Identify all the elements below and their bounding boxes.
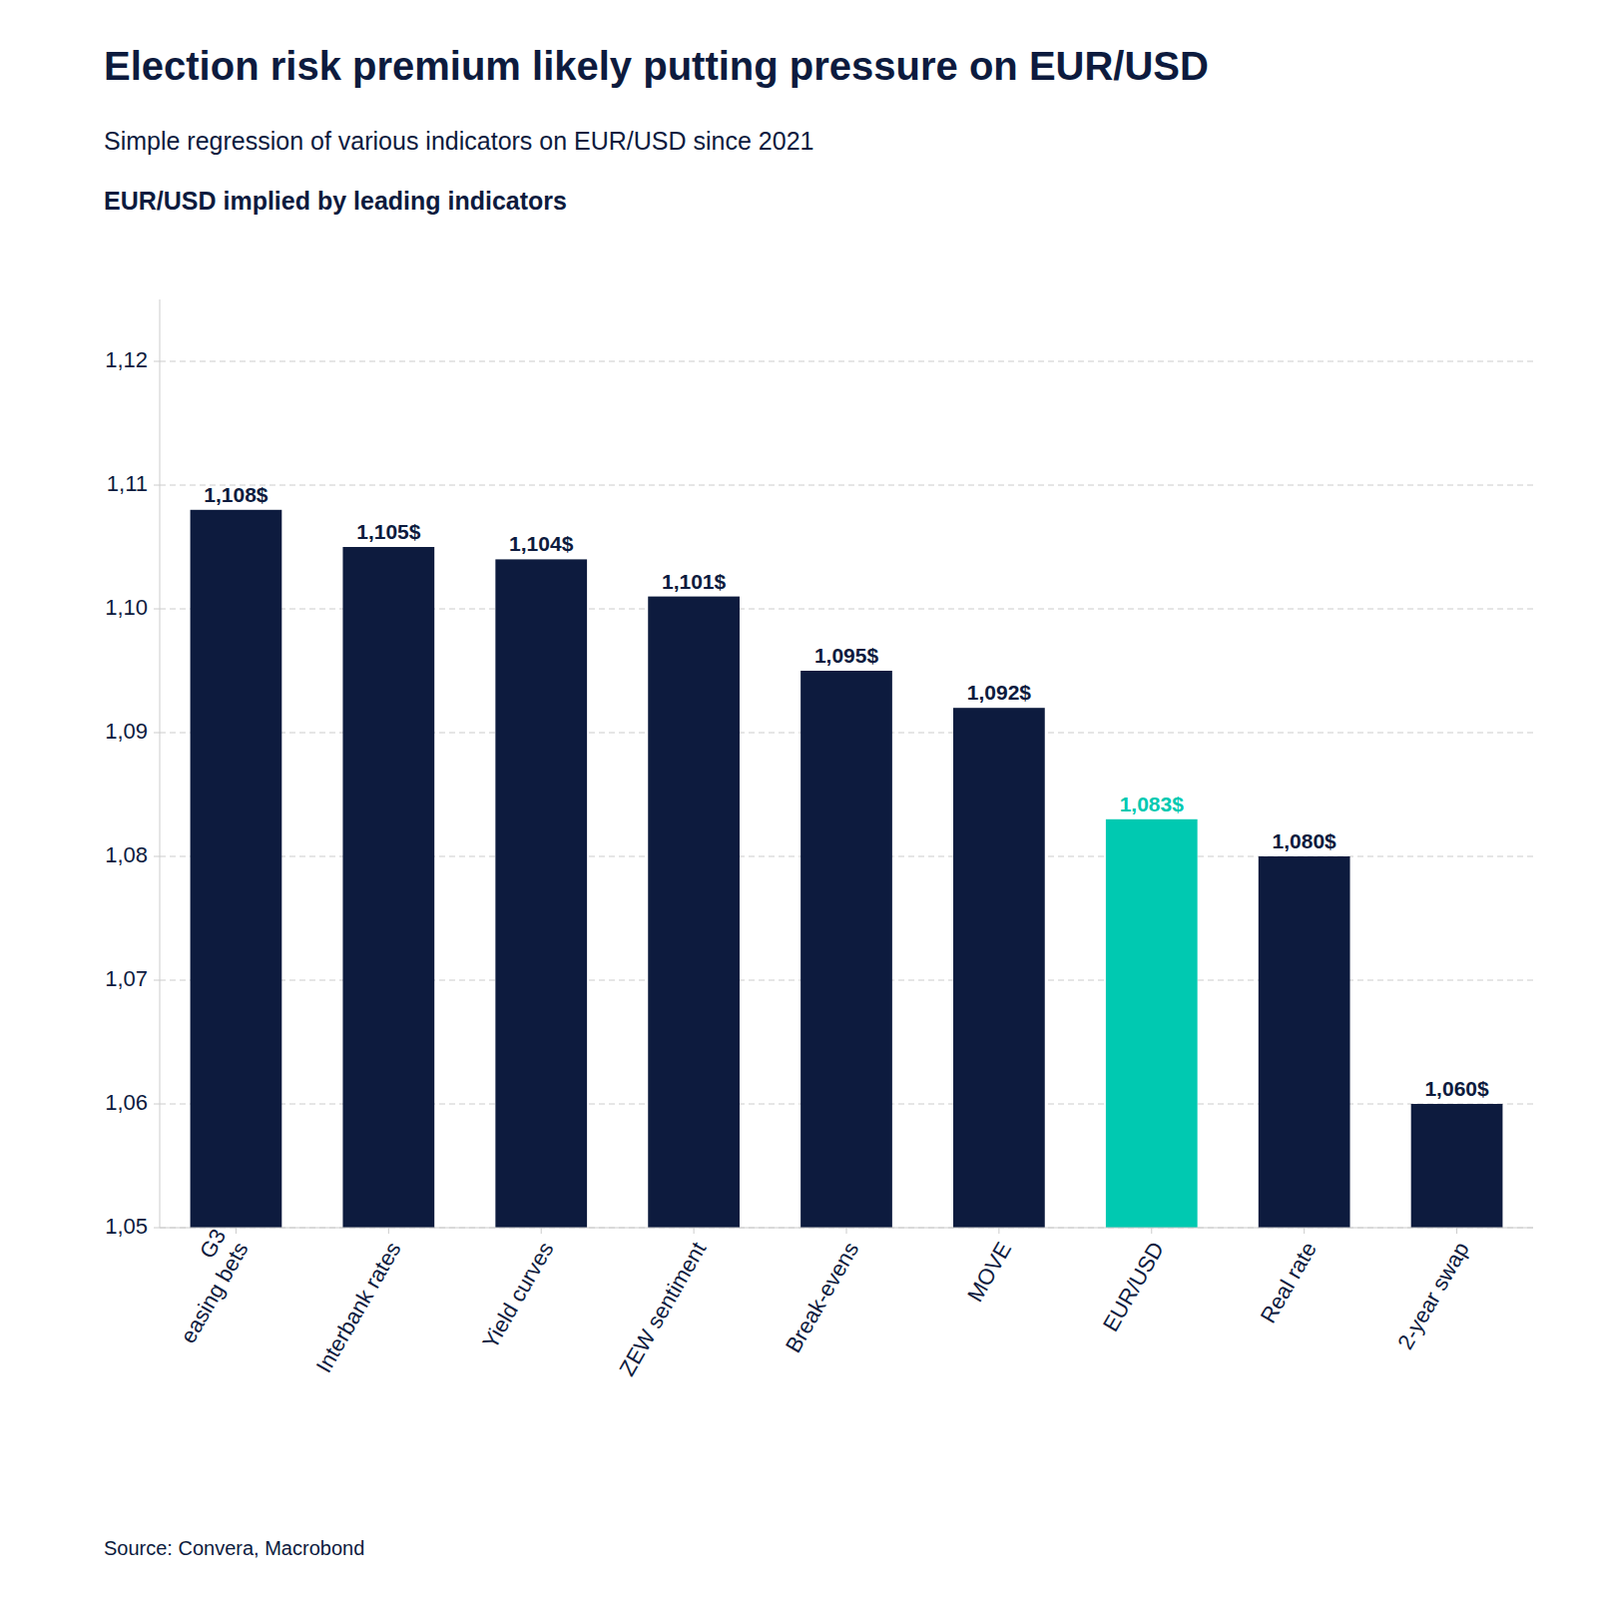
x-tick: [1303, 1227, 1305, 1234]
source: Source: Convera, Macrobond: [103, 1537, 365, 1560]
y-axis: 1,05 1,06 1,07 1,08 1,09 1,10 1,11 1,12: [104, 299, 160, 1239]
x-tick-label: Break-evens: [780, 1237, 864, 1357]
data-label: 1,108$: [203, 483, 269, 507]
grid-line: [159, 361, 1534, 363]
chart: Election risk premium likely putting pre…: [0, 0, 1597, 1600]
grid: [159, 361, 1534, 1228]
x-tick-label-line: Yield curves: [477, 1237, 558, 1354]
bar: [190, 510, 283, 1228]
data-label: 1,092$: [967, 680, 1033, 704]
bar: [1105, 819, 1198, 1228]
y-tick: [153, 980, 160, 982]
subtitle-2: EUR/USD implied by leading indicators: [103, 186, 567, 215]
data-label: 1,105$: [356, 520, 422, 543]
x-tick: [388, 1227, 390, 1234]
bar: [342, 546, 435, 1228]
x-tick: [998, 1227, 1000, 1234]
x-tick-label: Interbank rates: [311, 1237, 407, 1378]
y-tick: [153, 732, 160, 734]
data-label: 1,095$: [814, 643, 880, 667]
title: Election risk premium likely putting pre…: [103, 43, 1209, 88]
bar: [953, 707, 1046, 1228]
x-tick: [1456, 1227, 1458, 1234]
y-tick-label: 1,12: [104, 347, 148, 373]
bar: [647, 596, 740, 1228]
x-tick-label-line: 2-year swap: [1392, 1237, 1475, 1354]
bar: [800, 670, 893, 1228]
y-tick: [153, 361, 160, 363]
x-tick-label: Yield curves: [477, 1237, 558, 1354]
x-tick-label: ZEW sentiment: [614, 1237, 712, 1381]
y-tick-label: 1,05: [104, 1213, 148, 1239]
y-tick-label: 1,07: [104, 966, 148, 992]
y-tick: [153, 1103, 160, 1105]
x-axis: G3easing bets Interbank rates Yield curves…: [152, 1224, 1534, 1381]
data-label: 1,083$: [1119, 792, 1185, 816]
x-tick-label-line: Interbank rates: [311, 1237, 407, 1378]
x-tick-label: MOVE: [962, 1237, 1017, 1307]
y-tick-label: 1,11: [106, 471, 148, 497]
y-tick-label: 1,08: [104, 842, 148, 868]
y-tick: [153, 485, 160, 487]
grid-line: [159, 485, 1534, 487]
data-label: 1,101$: [661, 569, 727, 593]
x-tick-label: 2-year swap: [1392, 1237, 1475, 1354]
data-labels: 1,108$ 1,105$ 1,104$ 1,101$ 1,095$ 1,092$ 1,08…: [203, 483, 1490, 1100]
x-tick: [540, 1227, 542, 1234]
y-tick: [153, 856, 160, 858]
data-label: 1,104$: [509, 532, 574, 555]
x-tick-label-line: EUR/USD: [1097, 1237, 1169, 1336]
subtitle: Simple regression of various indicators …: [103, 126, 814, 155]
x-tick-label-line: Break-evens: [780, 1237, 864, 1357]
y-tick-label: 1,06: [104, 1089, 148, 1115]
x-tick: [693, 1227, 695, 1234]
y-tick: [153, 1227, 160, 1229]
x-tick-label-line: ZEW sentiment: [614, 1237, 712, 1381]
x-tick-label: EUR/USD: [1097, 1237, 1169, 1336]
x-tick-label: Real rate: [1255, 1237, 1322, 1328]
x-tick-label-line: Real rate: [1255, 1237, 1322, 1328]
bars: [190, 510, 1504, 1228]
bar: [495, 558, 587, 1228]
bar: [1258, 856, 1351, 1228]
y-tick-label: 1,09: [104, 718, 148, 744]
x-tick: [1150, 1227, 1152, 1234]
data-label: 1,080$: [1272, 829, 1338, 853]
x-tick: [235, 1227, 237, 1234]
y-tick: [153, 608, 160, 610]
x-tick: [846, 1227, 848, 1234]
data-label: 1,060$: [1424, 1076, 1490, 1100]
x-tick-label-line: MOVE: [962, 1237, 1017, 1307]
bar: [1411, 1103, 1504, 1228]
x-tick-label-line: easing bets: [175, 1237, 254, 1348]
y-axis-line: [159, 299, 161, 1228]
y-tick-label: 1,10: [104, 594, 148, 620]
x-tick-label: G3easing bets: [152, 1224, 253, 1348]
